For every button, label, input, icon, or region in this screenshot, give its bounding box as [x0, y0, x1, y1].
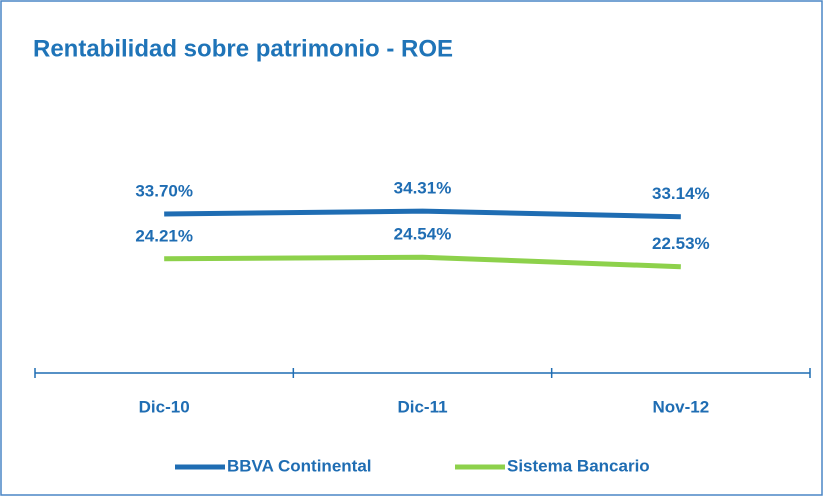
x-tick-label: Dic-10	[139, 397, 190, 416]
x-tick-label: Nov-12	[652, 397, 709, 416]
chart-title: Rentabilidad sobre patrimonio - ROE	[33, 35, 453, 62]
series-line	[164, 208, 681, 220]
data-label: 24.21%	[135, 226, 193, 245]
data-label: 33.14%	[652, 184, 710, 203]
data-label: 24.54%	[394, 225, 452, 244]
x-tick-label: Dic-11	[397, 397, 447, 416]
legend-label: Sistema Bancario	[507, 456, 650, 475]
data-label: 22.53%	[652, 234, 710, 253]
data-label: 34.31%	[394, 179, 452, 198]
series-line	[164, 254, 681, 270]
legend-label: BBVA Continental	[227, 456, 372, 475]
data-label: 33.70%	[135, 182, 193, 201]
